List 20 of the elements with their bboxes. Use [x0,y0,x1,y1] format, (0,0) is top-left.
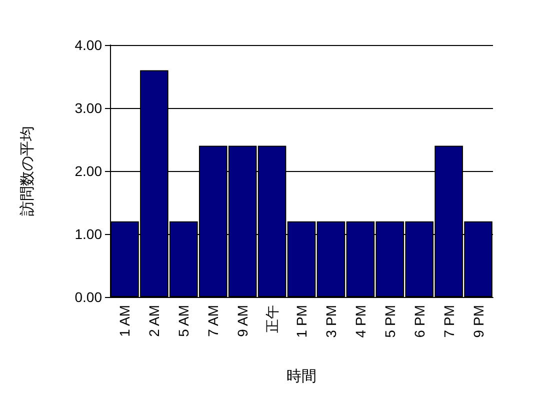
x-tick-label: 5 PM [382,305,398,338]
x-tick-label: 5 AM [176,305,192,337]
x-tick-label: 1 PM [294,305,310,338]
y-tick-label: 1.00 [74,226,102,242]
y-axis-title: 訪問数の平均 [19,126,36,216]
x-tick-label: 7 PM [440,305,457,338]
x-tick-label: 1 AM [116,305,133,337]
y-tick-label: 2.00 [74,163,102,179]
x-tick-label: 9 PM [470,305,486,338]
x-tick-label: 3 PM [322,305,339,338]
x-tick-label: 6 PM [411,305,428,338]
x-tick-label: 2 AM [146,305,162,337]
y-tick-label: 0.00 [74,289,102,305]
y-tick-label: 4.00 [74,37,102,53]
x-tick-label: 4 PM [352,305,368,338]
x-axis-title: 時間 [286,368,316,385]
x-tick-label: 7 AM [205,305,222,337]
x-tick-label: 9 AM [234,305,251,337]
x-tick-label: 正午 [264,305,280,333]
y-tick-label: 3.00 [74,100,102,116]
